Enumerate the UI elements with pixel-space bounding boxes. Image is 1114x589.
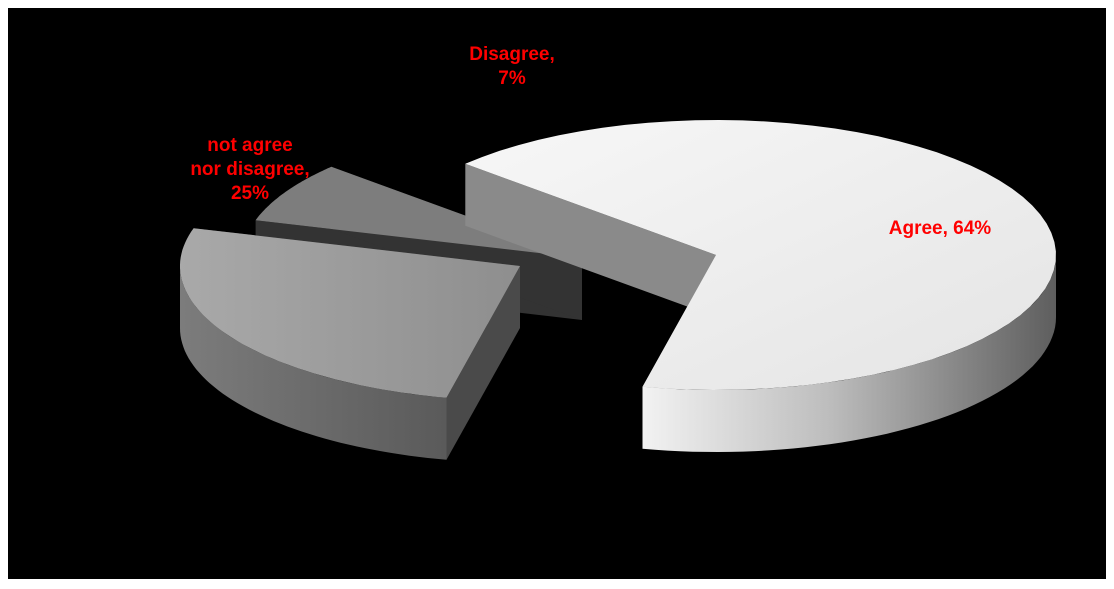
- data-label-disagree: Disagree, 7%: [469, 44, 555, 89]
- pie-slice-agree-top: [465, 120, 1056, 390]
- pie-slice-agree-wall-1: [465, 163, 716, 317]
- pie-slice-not-agree-nor-disagree: [180, 228, 520, 460]
- data-label-disagree-line: Disagree,: [469, 44, 555, 65]
- data-label-not-agree-nor-disagree-line: not agree: [207, 135, 293, 156]
- data-label-not-agree-nor-disagree: not agree nor disagree, 25%: [190, 135, 309, 204]
- pie-slice-agree-side: [642, 255, 1056, 452]
- pie-slice-not-agree-nor-disagree-top: [180, 228, 520, 398]
- data-label-not-agree-nor-disagree-line: 25%: [231, 183, 269, 204]
- pie-slice-agree: [465, 120, 1056, 452]
- chart-area: Agree, 64% Disagree, 7% not agree nor disagr…: [8, 8, 1106, 579]
- data-label-agree-line: Agree, 64%: [889, 218, 992, 239]
- pie-slice-not-agree-nor-disagree-side: [180, 266, 447, 460]
- data-label-not-agree-nor-disagree-line: nor disagree,: [190, 159, 309, 180]
- data-label-agree: Agree, 64%: [889, 218, 992, 239]
- pie-chart: Agree, 64% Disagree, 7% not agree nor disagr…: [180, 44, 1056, 460]
- data-label-disagree-line: 7%: [498, 68, 526, 89]
